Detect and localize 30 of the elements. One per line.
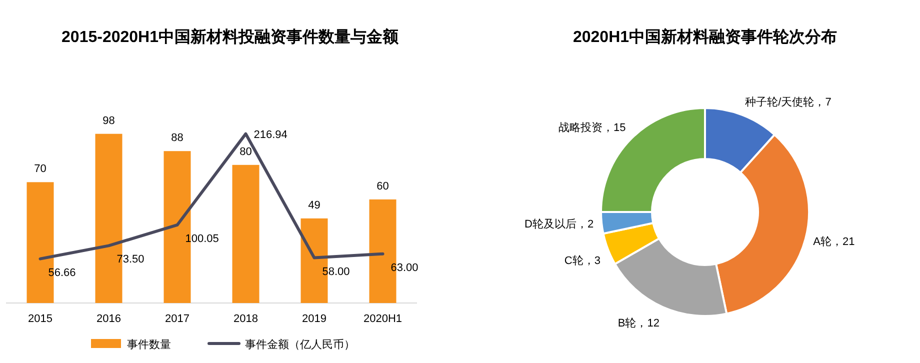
data-label: ，3 <box>583 255 600 268</box>
data-label: ，2 <box>576 218 594 231</box>
x-tick-label: 2020H1 <box>363 313 402 325</box>
data-label: 88 <box>171 132 184 144</box>
slice-label: B轮 <box>618 317 636 330</box>
x-tick-label: 2016 <box>96 313 121 325</box>
slice-label: 种子轮/天使轮 <box>745 95 814 108</box>
data-label: 60 <box>376 180 389 192</box>
data-label: 98 <box>102 114 115 127</box>
data-label: 216.94 <box>254 128 288 141</box>
data-label: ，12 <box>636 317 660 330</box>
slice-label: C轮 <box>564 255 584 268</box>
bar <box>232 164 260 303</box>
chart-title: 2020H1中国新材料融资事件轮次分布 <box>572 28 838 46</box>
chart-title: 2015-2020H1中国新材料投融资事件数量与金额 <box>62 28 400 46</box>
x-tick-label: 2019 <box>302 313 326 325</box>
data-label: 80 <box>240 146 252 158</box>
slice-label: 战略投资 <box>558 122 603 134</box>
data-label: ，15 <box>602 122 626 134</box>
x-tick-label: 2015 <box>28 313 52 325</box>
data-label: ，7 <box>814 96 832 108</box>
legend-label: 事件金额（亿人民币） <box>245 338 355 351</box>
slice-label: A轮 <box>813 236 832 248</box>
data-label: 49 <box>308 199 320 212</box>
slice-label: D轮及以后 <box>524 218 576 231</box>
x-tick-label: 2017 <box>165 313 190 325</box>
x-tick-label: 2018 <box>234 313 258 325</box>
legend-label: 事件数量 <box>127 338 171 351</box>
data-label: ，21 <box>832 236 855 248</box>
data-label: 70 <box>34 163 46 176</box>
